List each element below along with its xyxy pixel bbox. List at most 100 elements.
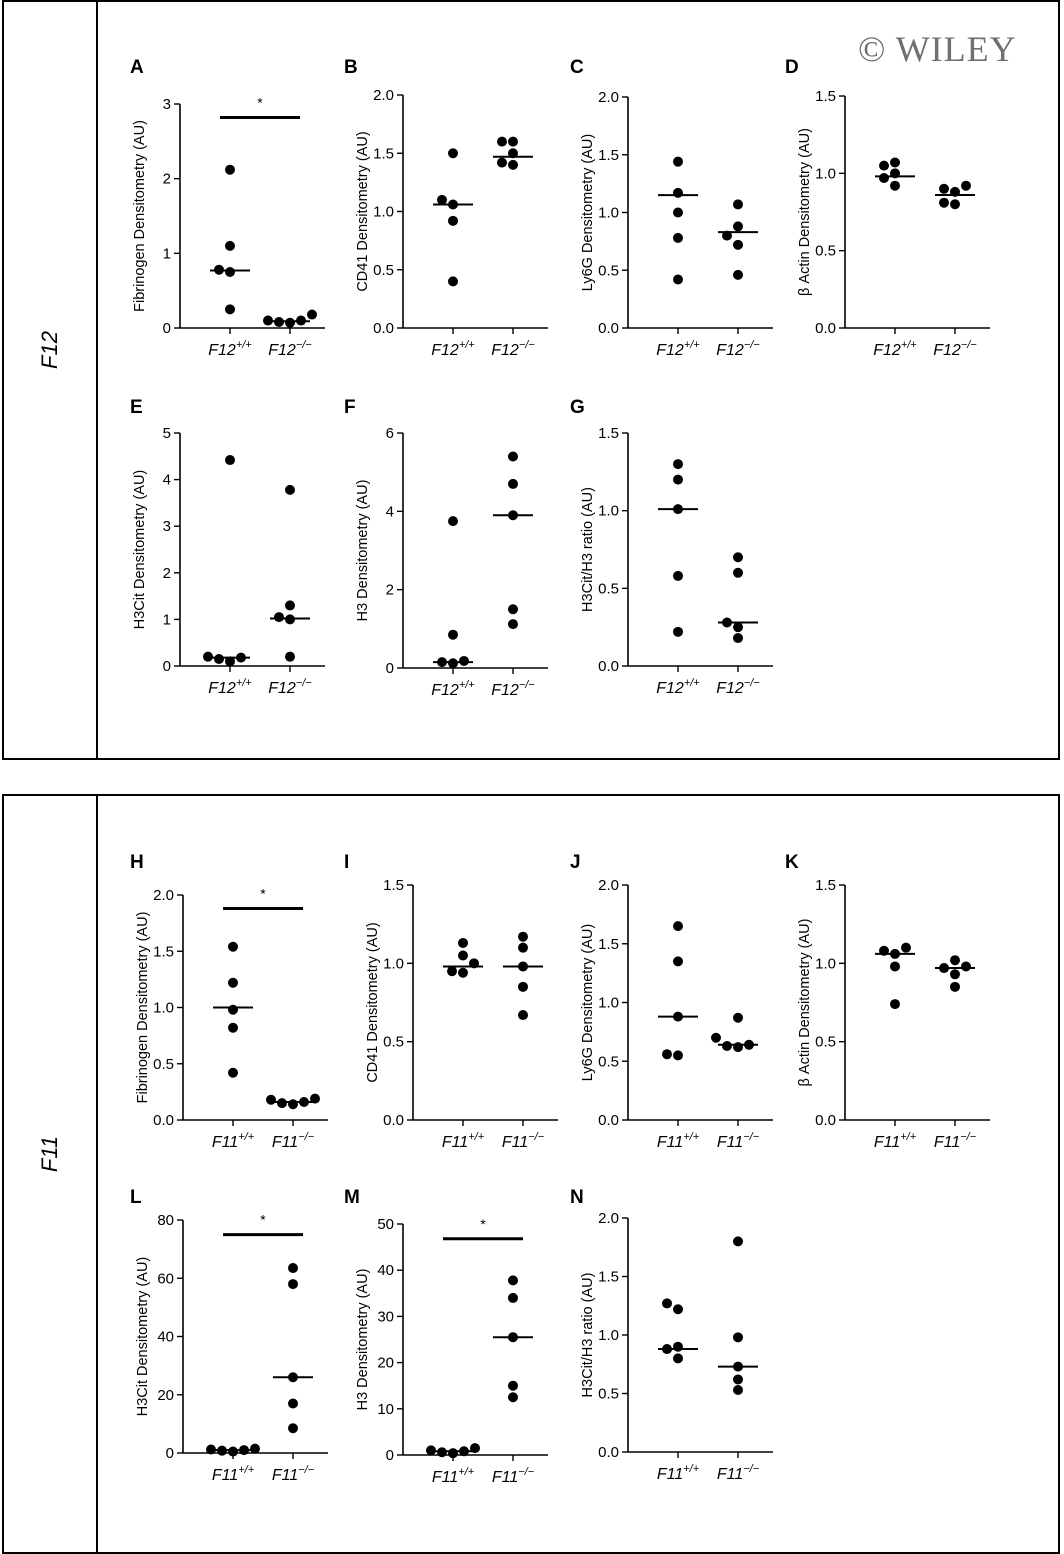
section-divider xyxy=(96,796,98,1552)
y-tick-label: 1.0 xyxy=(598,995,619,1012)
y-tick-label: 0.5 xyxy=(373,262,394,279)
panel-letter: B xyxy=(344,57,358,78)
data-point xyxy=(508,159,518,170)
y-tick-label: 2 xyxy=(163,565,171,582)
data-point xyxy=(285,600,295,611)
chart-panel-j: J 0.0 0.5 1.0 1.5 2.0 Ly6G Densitometry (AU) F1… xyxy=(570,850,773,1165)
x-tick-label: F11−/− xyxy=(717,1463,760,1483)
y-tick-label: 0 xyxy=(163,320,171,337)
chart-panel-m: M 0 10 20 30 40 50 H3 Densitometry (AU) F11+/+ F1… xyxy=(344,1185,548,1500)
data-point xyxy=(950,199,960,210)
chart-panel-b: B 0.0 0.5 1.0 1.5 2.0 CD41 Densitometry (AU) F1… xyxy=(344,55,548,373)
x-tick-label: F11+/+ xyxy=(657,1131,700,1151)
x-tick-label: F12+/+ xyxy=(431,679,475,699)
data-point xyxy=(228,1004,238,1015)
chart-panel-i: I 0.0 0.5 1.0 1.5 CD41 Densitometry (AU) F11+/… xyxy=(344,850,558,1165)
data-point xyxy=(448,215,458,226)
panel-letter: D xyxy=(785,57,799,78)
y-axis-label: Ly6G Densitometry (AU) xyxy=(580,134,596,291)
data-point xyxy=(733,567,743,578)
x-tick-superscript: −/− xyxy=(296,339,312,351)
y-tick-label: 2.0 xyxy=(373,87,394,104)
y-tick-label: 0.0 xyxy=(153,1112,174,1129)
data-point xyxy=(250,1443,260,1454)
y-tick-label: 1.5 xyxy=(373,145,394,162)
x-tick-superscript: −/− xyxy=(743,1463,759,1475)
data-point xyxy=(733,1384,743,1395)
x-tick-superscript: −/− xyxy=(519,679,535,691)
y-tick-label: 6 xyxy=(386,425,394,442)
x-tick-label: F11+/+ xyxy=(432,1466,475,1486)
data-point xyxy=(518,1010,528,1021)
y-axis-label: CD41 Densitometry (AU) xyxy=(355,131,371,291)
x-tick-superscript: +/+ xyxy=(468,1131,484,1143)
x-tick-superscript: −/− xyxy=(960,1131,976,1143)
y-tick-label: 2 xyxy=(163,171,171,188)
data-point xyxy=(890,999,900,1010)
data-point xyxy=(508,451,518,462)
data-point xyxy=(733,633,743,644)
data-point xyxy=(225,267,235,277)
data-point xyxy=(448,148,458,159)
data-point xyxy=(733,1042,743,1053)
data-point xyxy=(733,199,743,210)
y-tick-label: 0.0 xyxy=(598,1112,619,1129)
y-tick-label: 0.5 xyxy=(815,1034,836,1051)
data-point xyxy=(673,207,683,218)
chart-panel-d: D 0.0 0.5 1.0 1.5 β Actin Densitometry (AU) F1… xyxy=(785,55,990,373)
data-point xyxy=(266,1094,276,1105)
data-point xyxy=(662,1049,672,1060)
x-tick-superscript: +/+ xyxy=(683,1463,699,1475)
data-point xyxy=(733,1012,743,1023)
y-tick-label: 2.0 xyxy=(153,887,174,904)
data-point xyxy=(508,1392,518,1403)
x-tick-label: F12+/+ xyxy=(656,339,700,359)
y-tick-label: 0.5 xyxy=(815,243,836,260)
x-tick-label: F12−/− xyxy=(268,677,312,697)
data-point xyxy=(901,942,911,953)
data-point xyxy=(673,459,683,470)
panel-letter: L xyxy=(130,1187,142,1208)
y-tick-label: 1.5 xyxy=(383,877,404,894)
x-tick-label: F12−/− xyxy=(268,339,312,359)
data-point xyxy=(508,604,518,615)
x-tick-label: F11−/− xyxy=(934,1131,977,1151)
section-label: F11 xyxy=(37,1135,62,1173)
y-tick-label: 40 xyxy=(157,1329,174,1346)
y-tick-label: 0.5 xyxy=(598,1386,619,1403)
data-point xyxy=(939,197,949,208)
data-point xyxy=(288,1263,298,1274)
y-tick-label: 0 xyxy=(163,658,171,675)
data-point xyxy=(890,180,900,191)
x-tick-label: F11+/+ xyxy=(874,1131,917,1151)
x-tick-label: F11−/− xyxy=(272,1464,315,1484)
data-point xyxy=(497,136,507,147)
y-tick-label: 1.0 xyxy=(153,1000,174,1017)
chart-svg: L 0 20 40 60 80 H3Cit Densitometry (AU) F11+/+ F… xyxy=(130,1187,328,1484)
data-point xyxy=(228,1446,238,1457)
x-tick-label: F11−/− xyxy=(502,1131,545,1151)
chart-panel-f: F 0 2 4 6 H3 Densitometry (AU) F12+/+ F12−/− xyxy=(344,395,548,713)
data-point xyxy=(225,656,235,667)
x-tick-label: F12−/− xyxy=(491,339,535,359)
y-tick-label: 3 xyxy=(163,518,171,535)
x-tick-superscript: −/− xyxy=(518,1466,534,1478)
chart-svg: F 0 2 4 6 H3 Densitometry (AU) F12+/+ F12−/− xyxy=(344,397,548,699)
y-tick-label: 0.0 xyxy=(373,320,394,337)
data-point xyxy=(285,484,295,495)
data-point xyxy=(961,180,971,191)
x-tick-label: F11+/+ xyxy=(657,1463,700,1483)
data-point xyxy=(447,966,457,977)
x-tick-superscript: +/+ xyxy=(900,1131,916,1143)
y-axis-label: β Actin Densitometry (AU) xyxy=(797,919,813,1087)
data-point xyxy=(673,1341,683,1352)
data-point xyxy=(448,516,458,527)
x-tick-superscript: −/− xyxy=(519,339,535,351)
y-tick-label: 0.5 xyxy=(598,1053,619,1070)
x-tick-superscript: −/− xyxy=(528,1131,544,1143)
y-axis-label: Fibrinogen Densitometry (AU) xyxy=(132,120,148,312)
data-point xyxy=(206,1444,216,1455)
panel-letter: N xyxy=(570,1187,584,1208)
y-tick-label: 1.5 xyxy=(598,425,619,442)
data-point xyxy=(673,474,683,485)
